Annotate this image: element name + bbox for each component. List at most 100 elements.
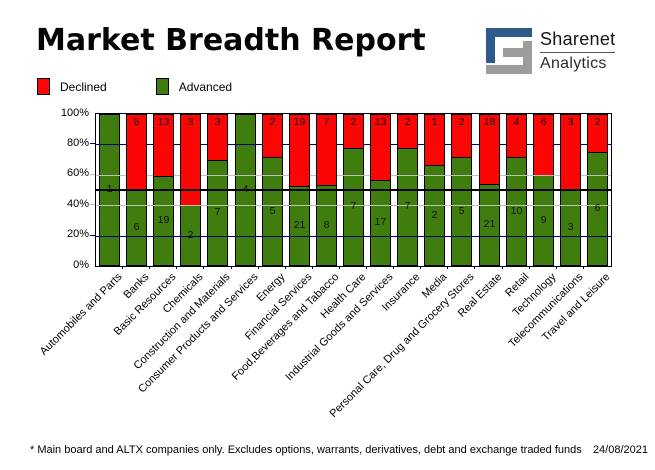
bar-segment-advanced: [370, 180, 391, 266]
advanced-value-label: 3: [567, 221, 574, 233]
declined-value-label: 2: [458, 116, 465, 128]
sharenet-logo-icon: [486, 28, 532, 74]
logo-divider: [540, 52, 616, 53]
x-tick-mark: [176, 266, 177, 269]
legend-item-declined: Declined: [37, 78, 107, 95]
declined-value-label: 13: [157, 116, 170, 128]
declined-value-label: 6: [133, 116, 140, 128]
x-tick-mark: [474, 266, 475, 269]
advanced-value-label: 6: [133, 221, 140, 233]
declined-swatch-icon: [37, 78, 50, 95]
y-tick-mark: [90, 143, 95, 144]
gridline-60: [96, 174, 611, 176]
advanced-value-label: 9: [540, 214, 547, 226]
x-tick-mark: [285, 266, 286, 269]
sharenet-logo: Sharenet Analytics: [486, 28, 616, 74]
y-tick-mark: [90, 204, 95, 205]
declined-value-label: 3: [187, 116, 194, 128]
declined-value-label: 3: [567, 116, 574, 128]
x-tick-mark: [122, 266, 123, 269]
y-tick-mark: [90, 235, 95, 236]
advanced-value-label: 1: [106, 183, 113, 195]
declined-value-label: 7: [323, 116, 330, 128]
x-tick-mark: [583, 266, 584, 269]
y-tick-label: 100%: [60, 107, 89, 119]
advanced-value-label: 2: [187, 229, 194, 241]
logo-name: Sharenet: [540, 29, 616, 49]
bar-segment-declined: [262, 114, 283, 157]
advanced-value-label: 8: [323, 219, 330, 231]
x-tick-mark: [393, 266, 394, 269]
logo-text: Sharenet Analytics: [540, 29, 616, 73]
declined-value-label: 13: [374, 116, 387, 128]
footnote: * Main board and ALTX companies only. Ex…: [30, 444, 582, 456]
bar-segment-declined: [479, 114, 500, 184]
gridline-50: [96, 189, 611, 191]
x-tick-mark: [366, 266, 367, 269]
declined-value-label: 2: [404, 116, 411, 128]
bar-segment-declined: [126, 114, 147, 190]
declined-value-label: 1: [431, 116, 438, 128]
advanced-value-label: 7: [350, 200, 357, 212]
advanced-value-label: 7: [404, 200, 411, 212]
x-tick-mark: [529, 266, 530, 269]
logo-subname: Analytics: [540, 55, 607, 72]
plot-area: 1 6 6 13 19 3 2 3 7 4 2 5 19 21 7 8 2 7 13 17 2 7 1 2 2 5 18 21 4 10 6…: [95, 113, 612, 267]
y-tick-label: 60%: [66, 167, 89, 179]
x-tick-mark: [231, 266, 232, 269]
advanced-value-label: 21: [293, 219, 306, 231]
bar-segment-advanced: [153, 176, 174, 266]
bar-segment-declined: [153, 114, 174, 176]
x-tick-mark: [420, 266, 421, 269]
advanced-value-label: 5: [458, 205, 465, 217]
legend-label-declined: Declined: [60, 79, 107, 94]
x-tick-mark: [556, 266, 557, 269]
advanced-value-label: 21: [483, 218, 496, 230]
x-tick-mark: [502, 266, 503, 269]
advanced-swatch-icon: [155, 78, 169, 95]
declined-value-label: 19: [293, 116, 306, 128]
advanced-value-label: 19: [157, 214, 170, 226]
bar-segment-advanced: [451, 157, 472, 266]
bar-segment-declined: [370, 114, 391, 180]
declined-value-label: 4: [513, 116, 520, 128]
gridline-20: [96, 235, 611, 237]
y-tick-label: 80%: [66, 137, 89, 149]
bar-segment-declined: [289, 114, 310, 186]
bar-segment-advanced: [262, 157, 283, 266]
advanced-value-label: 6: [594, 202, 601, 214]
declined-value-label: 2: [350, 116, 357, 128]
x-tick-mark: [149, 266, 150, 269]
declined-value-label: 3: [214, 116, 221, 128]
legend-item-advanced: Advanced: [155, 78, 233, 95]
bar-segment-advanced: [506, 157, 527, 266]
legend-label-advanced: Advanced: [178, 79, 233, 94]
chart-legend: Declined Advanced: [37, 78, 281, 95]
bar-segment-declined: [343, 114, 364, 148]
declined-value-label: 18: [483, 116, 496, 128]
bar-segment-advanced: [587, 152, 608, 266]
y-tick-mark: [90, 174, 95, 175]
report-date: 24/08/2021: [592, 444, 648, 456]
x-tick-mark: [312, 266, 313, 269]
x-tick-mark: [258, 266, 259, 269]
bar-segment-declined: [506, 114, 527, 157]
advanced-value-label: 10: [510, 205, 523, 217]
bar-segment-declined: [316, 114, 337, 185]
bar-segment-advanced: [207, 160, 228, 266]
declined-value-label: 2: [594, 116, 601, 128]
advanced-value-label: 17: [374, 216, 387, 228]
declined-value-label: 6: [540, 116, 547, 128]
y-tick-label: 0%: [73, 259, 89, 271]
bar-segment-declined: [560, 114, 581, 190]
bar-segment-declined: [451, 114, 472, 157]
x-tick-mark: [339, 266, 340, 269]
bar-segment-declined: [587, 114, 608, 152]
y-tick-label: 20%: [66, 228, 89, 240]
advanced-value-label: 2: [431, 209, 438, 221]
x-tick-mark: [203, 266, 204, 269]
bar-segment-advanced: [479, 184, 500, 266]
page-title: Market Breadth Report: [36, 23, 426, 58]
advanced-value-label: 5: [269, 205, 276, 217]
